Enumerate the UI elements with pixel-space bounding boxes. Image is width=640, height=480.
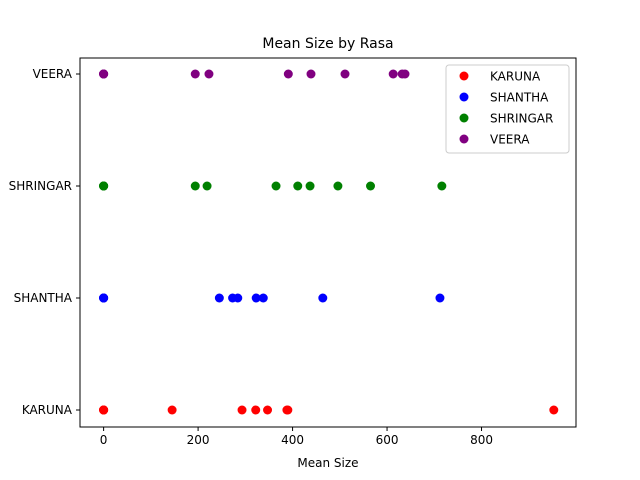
data-point [400, 69, 410, 79]
data-marks [99, 69, 559, 415]
legend-label: VEERA [490, 133, 530, 147]
data-point [305, 181, 315, 191]
chart-title: Mean Size by Rasa [262, 36, 393, 52]
data-point [283, 405, 293, 415]
data-point [271, 181, 281, 191]
data-point [263, 405, 273, 415]
data-point [190, 181, 200, 191]
data-point [340, 69, 350, 79]
data-point [435, 293, 445, 303]
legend-label: KARUNA [490, 70, 541, 84]
data-point [549, 405, 559, 415]
data-point [388, 69, 398, 79]
data-point [333, 181, 343, 191]
legend-marker [459, 113, 469, 123]
data-point [214, 293, 224, 303]
data-point [233, 293, 243, 303]
legend-label: SHANTHA [490, 91, 549, 105]
data-point [437, 181, 447, 191]
legend-marker [459, 71, 469, 81]
legend-label: SHRINGAR [490, 112, 553, 126]
data-point [283, 69, 293, 79]
y-tick-label: SHRINGAR [9, 179, 72, 193]
data-point [99, 69, 109, 79]
data-point [202, 181, 212, 191]
legend: KARUNA SHANTHA SHRINGAR VEERA [445, 64, 570, 154]
plot-frame [79, 57, 577, 428]
data-point [251, 405, 261, 415]
data-point [306, 69, 316, 79]
data-point [318, 293, 328, 303]
data-point [258, 293, 268, 303]
x-tick-label: 200 [187, 433, 210, 447]
y-tick-label: SHANTHA [14, 291, 73, 305]
legend-marker [459, 92, 469, 102]
legend-marker [459, 134, 469, 144]
x-tick-label: 800 [470, 433, 493, 447]
data-point [366, 181, 376, 191]
x-axis-ticks: 0 200 400 600 800 [100, 427, 493, 447]
x-tick-label: 600 [376, 433, 399, 447]
x-tick-label: 0 [100, 433, 108, 447]
data-point [167, 405, 177, 415]
data-point [293, 181, 303, 191]
data-point [190, 69, 200, 79]
data-point [99, 181, 109, 191]
legend-box [445, 64, 570, 154]
y-axis-ticks: KARUNA SHANTHA SHRINGAR VEERA [9, 67, 80, 417]
data-point [251, 293, 261, 303]
data-point [204, 69, 214, 79]
y-tick-label: KARUNA [22, 403, 73, 417]
y-tick-label: VEERA [33, 67, 73, 81]
x-axis-label: Mean Size [297, 456, 358, 470]
x-tick-label: 400 [281, 433, 304, 447]
data-point [99, 293, 109, 303]
data-point [237, 405, 247, 415]
data-point [99, 405, 109, 415]
